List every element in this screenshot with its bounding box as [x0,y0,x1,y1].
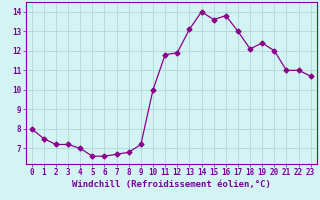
X-axis label: Windchill (Refroidissement éolien,°C): Windchill (Refroidissement éolien,°C) [72,180,271,189]
